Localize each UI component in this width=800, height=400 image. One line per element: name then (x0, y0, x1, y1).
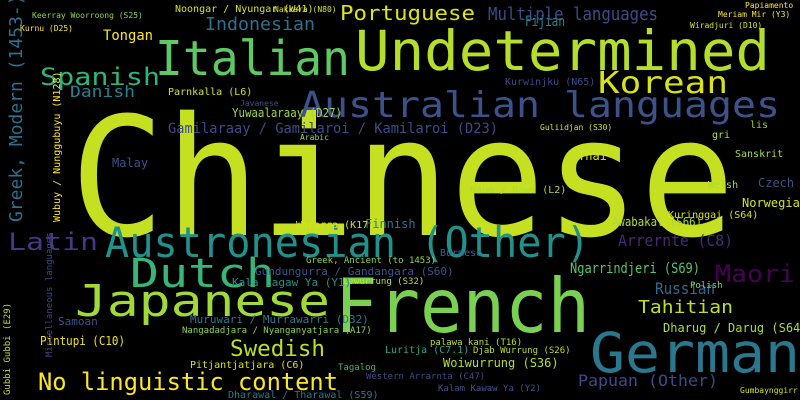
word: Meriam Mir (Y3) (718, 10, 790, 19)
word: Western Arrarnta (C47) (366, 372, 485, 382)
word: lis (750, 120, 768, 131)
word: Samoan (58, 315, 98, 328)
word: Pitjantjatjara (C6) (190, 360, 304, 371)
word: Pintupi (C10) (40, 334, 125, 348)
word: Papuan (Other) (578, 371, 718, 390)
word: Thai (578, 149, 607, 163)
word: Czech (758, 176, 794, 190)
word: Tagalog (338, 363, 376, 373)
word: Nangadadjara / Nyanganyatjara (A17) (182, 326, 372, 336)
word: Australian languages (300, 85, 780, 126)
word: Yuwaalaraay (D27) (232, 106, 342, 120)
word: Kurwinjku (N65) (505, 77, 595, 88)
word: Nauo / Nawu (L2) (470, 185, 566, 196)
word: Dharug / Darug (S64) (663, 321, 800, 335)
word: German (590, 321, 800, 385)
word: Muruwari / Murrawarri (D32) (190, 313, 369, 326)
word: Norwegian (742, 196, 800, 210)
word: Latin (8, 228, 98, 256)
word: Austronesian (Other) (105, 218, 590, 267)
word: Wororra (K17) (296, 220, 374, 231)
word: Wubuy / Nunggubuyu (N128) (52, 71, 63, 222)
word: Gamilaraay / Gamilaroi / Kamilaroi (D23) (168, 121, 498, 137)
word: Guliidjan (S30) (540, 123, 612, 132)
word: Javanese (240, 99, 279, 108)
word: Japanese (75, 276, 330, 327)
word: Kalam Kawaw Ya (Y2) (438, 384, 541, 394)
word: No linguistic content (38, 368, 338, 396)
word: Keerray Woorroong (S25) (32, 11, 143, 20)
word: Maori (715, 260, 795, 288)
word: Dharawal / Tharawal (S59) (228, 390, 379, 400)
word: Lewurrung (S32) (343, 277, 424, 287)
word: Fijian (525, 14, 565, 30)
word: Portuguese (340, 1, 475, 25)
word: palawa kani (T16) (430, 338, 522, 348)
word: Korean (598, 66, 728, 101)
word: Dutch (130, 251, 275, 297)
word: Nakkara (N80) (274, 5, 337, 14)
word: Welsh (708, 180, 738, 191)
word: Indonesian (205, 14, 315, 35)
word: Tongan (103, 28, 153, 44)
word: Miscellaneous languages (45, 232, 55, 357)
word: Gubbi Gubbi (E29) (3, 303, 13, 395)
word: Arrernte (C8) (618, 231, 733, 250)
word: Ngarrindjeri (S69) (570, 261, 700, 277)
word: Gumbaynggirr (E7) (740, 386, 800, 395)
word: Arabic (300, 133, 329, 142)
word: Multiple languages (488, 4, 658, 25)
word: Danish (70, 82, 135, 101)
word: Woiwurrung (S36) (443, 356, 559, 370)
word: Undetermined (355, 19, 770, 83)
word: gri (712, 130, 730, 141)
word: Noongar / Nyungar (W41) (175, 4, 313, 15)
word: Burmese (440, 248, 482, 259)
word: Spanish (40, 63, 160, 91)
word: Kurnu (D25) (20, 24, 73, 33)
word: Luritja (C7.1) (385, 345, 469, 356)
word: Papiamento (745, 1, 793, 10)
word: Sanskrit (735, 149, 783, 160)
word: Polish (690, 281, 723, 291)
word: Italian (155, 31, 350, 87)
word: Malay (112, 156, 148, 170)
word: Russian (655, 279, 715, 298)
word: French (335, 262, 590, 350)
word: Kala Lagaw Ya (Y1) (232, 276, 351, 289)
word: Djab Wurrung (S26) (473, 346, 571, 356)
word: Tahitian (638, 297, 733, 318)
word: Wiradjuri (D10) (690, 21, 762, 30)
word: Greek, Modern (1453-) (6, 0, 27, 222)
word: Chinese (70, 82, 735, 274)
word: Greek, Ancient (to 1453) (306, 256, 436, 266)
word: Swedish (230, 337, 325, 362)
word: Kuringgai (S64) (668, 210, 758, 221)
word: Gundungurra / Gandangara (S60) (255, 265, 454, 278)
word: Awabakal (S66) (612, 215, 702, 229)
word: Parnkalla (L6) (168, 87, 252, 98)
word: Finnish (365, 217, 416, 231)
